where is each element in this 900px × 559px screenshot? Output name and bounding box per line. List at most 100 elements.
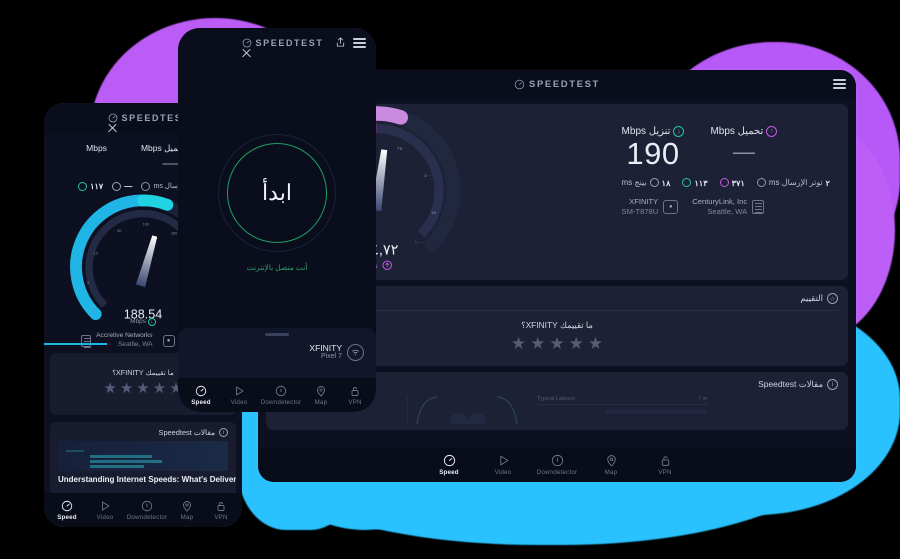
nav-item-speed[interactable]: Speed bbox=[422, 454, 476, 476]
rating-stars[interactable]: ★ ★ ★ ★ ★ bbox=[276, 335, 838, 352]
latency-label: Typical Latency bbox=[537, 396, 575, 402]
close-icon[interactable] bbox=[107, 122, 118, 133]
jitter-icon bbox=[141, 181, 151, 191]
connection-name: XFINITY bbox=[629, 196, 659, 206]
upload-result: ↑ تحميل Mbps — bbox=[710, 126, 778, 171]
articles-graphic bbox=[407, 396, 518, 424]
nav-item-video[interactable]: Video bbox=[476, 454, 530, 476]
rating-circle-icon: ☆ bbox=[827, 293, 838, 304]
speedometer-icon bbox=[48, 499, 86, 512]
share-icon[interactable] bbox=[335, 36, 346, 50]
brand-logo: SPEEDTEST bbox=[514, 79, 600, 90]
star-4[interactable]: ★ bbox=[530, 334, 546, 353]
phone-left-articles-card[interactable]: i مقالات Speedtest Understanding Interne… bbox=[50, 422, 236, 496]
nav-item-map[interactable]: Map bbox=[304, 384, 338, 406]
nav-item-downdetector[interactable]: Downdetector bbox=[258, 384, 304, 406]
nav-item-speed[interactable]: Speed bbox=[48, 499, 86, 521]
ping-icon bbox=[649, 178, 659, 188]
upload-value: — bbox=[162, 155, 179, 172]
download-arrow-icon: ↓ bbox=[673, 126, 685, 137]
nav-item-video[interactable]: Video bbox=[86, 499, 124, 521]
wifi-icon bbox=[347, 343, 364, 361]
connection-status-text: أنت متصل بالإنترنت bbox=[246, 263, 308, 272]
star-2[interactable]: ★ bbox=[152, 380, 167, 397]
server-info[interactable]: CenturyLink, Inc Seattle, WA bbox=[692, 197, 765, 218]
articles-title: مقالات Speedtest bbox=[158, 428, 215, 437]
star-1[interactable]: ★ bbox=[587, 334, 604, 353]
gauge-unit-badge-upload-arrow-icon bbox=[382, 259, 392, 270]
upload-value: — bbox=[732, 139, 755, 164]
nav-item-downdetector[interactable]: Downdetector bbox=[530, 454, 584, 476]
nav-label-speed: Speed bbox=[439, 469, 459, 476]
article-headline[interactable]: Understanding Internet Speeds: What's De… bbox=[58, 475, 236, 484]
info-icon: i bbox=[827, 379, 838, 390]
nav-item-vpn[interactable]: VPN bbox=[338, 384, 372, 406]
play-triangle-icon bbox=[220, 384, 258, 397]
nav-label-vpn: VPN bbox=[658, 469, 672, 476]
map-pin-icon bbox=[584, 454, 638, 467]
lock-icon bbox=[338, 384, 372, 397]
ping-value: ١١٧ bbox=[90, 182, 104, 192]
nav-label-downdetector: Downdetector bbox=[536, 469, 578, 476]
exclamation-circle-icon bbox=[124, 499, 170, 512]
latency-value: 7 m bbox=[697, 396, 707, 402]
tablet-metrics: ٢ توتر الإرسال ms ٣٧١ ١١٣ bbox=[622, 178, 830, 188]
server-icon bbox=[752, 199, 765, 214]
jitter-icon bbox=[756, 178, 766, 188]
connection-info[interactable]: XFINITY Pixel 7 bbox=[178, 336, 376, 362]
nav-item-video[interactable]: Video bbox=[220, 384, 258, 406]
connection-device: Pixel 7 bbox=[320, 353, 342, 361]
nav-label-speed: Speed bbox=[191, 399, 211, 406]
nav-item-downdetector[interactable]: Downdetector bbox=[124, 499, 170, 521]
gauge-tick-0: 0 bbox=[93, 308, 95, 312]
exclamation-circle-icon bbox=[258, 384, 304, 397]
nav-item-map[interactable]: Map bbox=[170, 499, 204, 521]
articles-title: مقالات Speedtest bbox=[758, 379, 823, 389]
nav-label-map: Map bbox=[314, 399, 328, 406]
upload-label: تحميل Mbps bbox=[710, 126, 764, 137]
nav-label-map: Map bbox=[604, 469, 618, 476]
server-info[interactable]: Accretive Networks Seattle, WA bbox=[81, 332, 153, 350]
lock-icon bbox=[638, 454, 692, 467]
sheet-grabber[interactable] bbox=[265, 333, 289, 336]
metric-upload-latency: ٣٧١ bbox=[719, 178, 745, 188]
upload-label: تحميل Mbps bbox=[140, 143, 186, 153]
star-3[interactable]: ★ bbox=[136, 380, 150, 397]
tablet-readout: ↑ تحميل Mbps — ↓ تنزيل Mbps 190 bbox=[622, 126, 830, 217]
nav-label-map: Map bbox=[180, 514, 194, 521]
star-3[interactable]: ★ bbox=[549, 334, 565, 353]
phone-mid-go-area: ابدأ أنت متصل بالإنترنت bbox=[178, 58, 376, 348]
hamburger-menu-icon[interactable] bbox=[833, 79, 846, 89]
nav-label-video: Video bbox=[96, 514, 114, 521]
rating-stars[interactable]: ★ ★ ★ ★ ★ bbox=[58, 381, 228, 396]
nav-item-vpn[interactable]: VPN bbox=[204, 499, 238, 521]
nav-item-map[interactable]: Map bbox=[584, 454, 638, 476]
phone-mid-device: SPEEDTEST ابدأ أنت متصل بالإنترنت bbox=[178, 28, 376, 412]
go-button-ring: ابدأ bbox=[218, 134, 336, 252]
hamburger-menu-icon[interactable] bbox=[353, 38, 366, 48]
phone-mid-connection-sheet[interactable]: XFINITY Pixel 7 bbox=[178, 328, 376, 378]
article-thumbnail bbox=[58, 441, 228, 471]
star-2[interactable]: ★ bbox=[568, 334, 584, 353]
speedometer-icon bbox=[422, 454, 476, 467]
server-name: Accretive Networks bbox=[96, 332, 153, 340]
nav-item-vpn[interactable]: VPN bbox=[638, 454, 692, 476]
ping-label: بينج ms bbox=[621, 178, 647, 188]
upload-arrow-icon bbox=[385, 262, 390, 267]
download-label: Mbps bbox=[86, 143, 107, 153]
gauge-tick-1000: ١٠٠٠ bbox=[415, 239, 424, 244]
server-icon bbox=[81, 335, 92, 348]
latency-bar bbox=[605, 409, 707, 414]
star-5[interactable]: ★ bbox=[510, 334, 527, 353]
star-4[interactable]: ★ bbox=[119, 380, 134, 397]
metric-download-latency: ١١٣ bbox=[682, 178, 708, 188]
go-button[interactable]: ابدأ bbox=[227, 143, 327, 243]
nav-item-speed[interactable]: Speed bbox=[182, 384, 220, 406]
close-icon[interactable] bbox=[241, 47, 252, 58]
star-5[interactable]: ★ bbox=[103, 380, 117, 397]
connection-info[interactable]: XFINITY SM-T878U bbox=[622, 197, 679, 218]
play-triangle-icon bbox=[86, 499, 124, 512]
download-latency-value: ١١٣ bbox=[694, 178, 708, 188]
tablet-bottom-nav: Speed Video Downdetector bbox=[258, 448, 856, 482]
